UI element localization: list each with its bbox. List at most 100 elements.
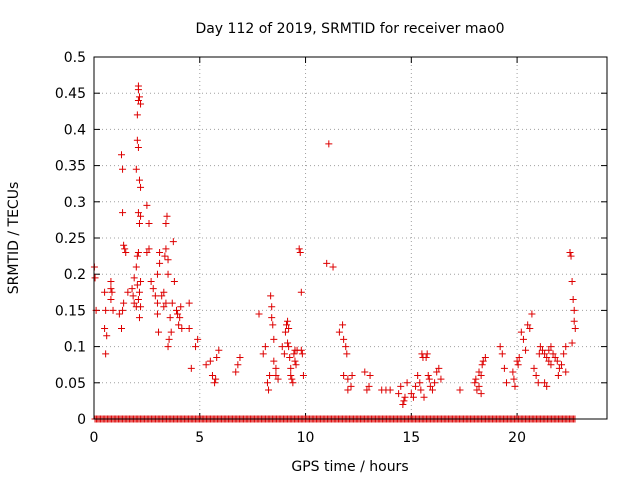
data-point [555,364,563,372]
data-point [477,372,485,380]
data-point [323,259,331,267]
data-point [397,382,405,390]
data-point [147,277,155,285]
data-point [265,386,273,394]
data-point [456,386,464,394]
data-point [270,357,278,365]
data-point [297,346,305,354]
data-point [234,361,242,369]
data-point [133,281,141,289]
data-point [511,382,519,390]
data-point [283,321,291,329]
data-point [365,382,373,390]
data-point [263,379,271,387]
data-point [299,372,307,380]
data-point [134,82,142,90]
data-point [143,248,151,256]
data-point [524,321,532,329]
data-point [545,357,553,365]
data-point [153,310,161,318]
data-point [296,248,304,256]
data-point [479,357,487,365]
data-point [137,212,145,220]
data-point [109,306,117,314]
data-point [255,310,263,318]
data-point [162,245,170,253]
data-point [133,136,141,144]
data-point [558,361,566,369]
data-point [168,299,176,307]
data-point [102,350,110,358]
data-point [107,285,115,293]
data-point [560,350,568,358]
data-point [344,386,352,394]
data-point [363,386,371,394]
data-point [268,303,276,311]
data-point [401,393,409,401]
data-point [149,285,157,293]
data-point [431,379,439,387]
data-point [292,361,300,369]
data-point [130,274,138,282]
data-point [211,379,219,387]
data-point [175,321,183,329]
data-point [568,277,576,285]
data-point [156,248,164,256]
data-point [259,350,267,358]
data-point [133,252,141,260]
data-point [101,288,109,296]
data-point [435,364,443,372]
data-point [532,372,540,380]
data-point [343,350,351,358]
data-point [500,364,508,372]
data-point [167,328,175,336]
x-tick-label: 10 [297,430,315,446]
data-point [132,165,140,173]
data-point [130,299,138,307]
data-point [280,350,288,358]
data-point [269,321,277,329]
data-point [530,364,538,372]
data-point [266,372,274,380]
data-point [335,328,343,336]
data-point [134,209,142,217]
data-point [121,245,129,253]
data-point [102,306,110,314]
data-point [409,393,417,401]
data-point [423,350,431,358]
data-point [120,241,128,249]
data-point [286,353,294,361]
plot-frame [93,56,608,420]
data-point [135,314,143,322]
data-point [119,209,127,217]
data-point [232,368,240,376]
data-point [118,325,126,332]
data-point [194,335,202,343]
data-point [541,379,549,387]
data-point [213,353,221,361]
data-point [160,288,168,296]
data-point [129,292,137,300]
data-point [399,401,407,409]
data-point [340,372,348,380]
data-point [290,350,298,358]
data-points [90,82,579,409]
x-tick-label: 5 [195,430,204,446]
data-point [339,321,347,329]
data-point [291,357,299,365]
data-point [91,274,99,282]
data-point [543,382,551,390]
data-point [145,245,153,253]
data-point [173,306,181,314]
data-point [478,361,486,369]
data-point [178,325,186,332]
data-point [473,386,481,394]
data-point [156,259,164,267]
data-point [325,140,333,148]
grid-lines [94,57,607,419]
data-point [433,368,441,376]
data-point [134,296,142,304]
data-point [298,350,306,358]
data-point [514,361,522,369]
data-point [570,317,578,325]
